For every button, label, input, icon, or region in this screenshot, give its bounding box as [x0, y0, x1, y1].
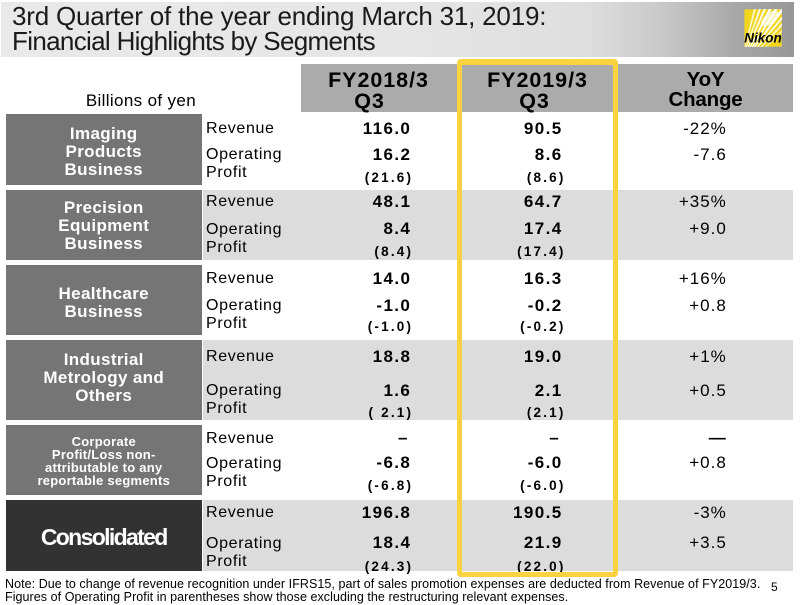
svg-text:Nikon: Nikon: [744, 31, 782, 46]
